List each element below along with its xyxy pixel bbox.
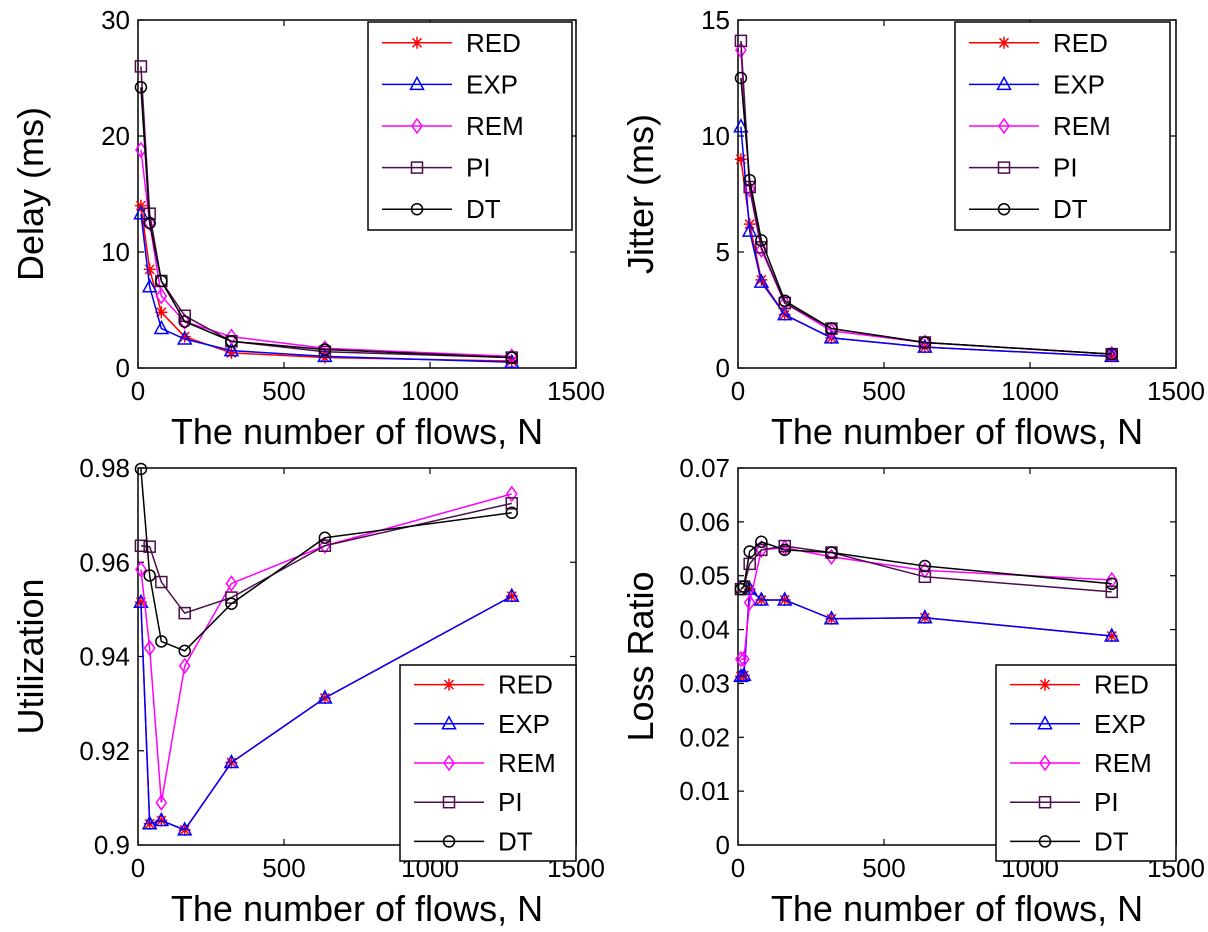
x-tick-label: 500 — [862, 376, 905, 406]
y-tick-label: 0.94 — [79, 642, 130, 672]
data-point-red — [144, 263, 156, 275]
x-tick-label: 1500 — [547, 376, 605, 406]
x-tick-label: 0 — [131, 376, 145, 406]
x-axis-label: The number of flows, N — [171, 888, 543, 929]
legend-label: RED — [1053, 28, 1108, 58]
legend-label: PI — [1094, 787, 1119, 817]
chart-panel-3: 0 500 1000 15000.90.920.940.960.98The numbe… — [10, 453, 605, 929]
legend-label: DT — [498, 826, 533, 856]
legend-label: PI — [498, 787, 523, 817]
chart-panel-1: 0 500 1000 1500 0 10 20 30 The number of flows, … — [10, 5, 605, 452]
legend-marker — [1039, 679, 1051, 691]
x-tick-label: 1000 — [1001, 376, 1059, 406]
y-tick-label: 0 — [716, 830, 730, 860]
legend-label: DT — [1094, 826, 1129, 856]
y-tick-label: 15 — [701, 5, 730, 35]
y-tick-label: 0.96 — [79, 547, 130, 577]
y-tick-label: 10 — [701, 121, 730, 151]
y-tick-label: 0.01 — [679, 776, 730, 806]
x-axis-label: The number of flows, N — [771, 888, 1143, 929]
x-tick-label: 500 — [262, 376, 305, 406]
legend: RED EXP REM PI DT — [996, 665, 1176, 861]
legend-label: DT — [466, 194, 501, 224]
legend-label: REM — [466, 111, 524, 141]
legend-marker — [443, 679, 455, 691]
y-tick-label: 0.02 — [679, 722, 730, 752]
y-tick-label: 0.03 — [679, 668, 730, 698]
legend-marker — [411, 37, 423, 49]
legend-label: REM — [1053, 111, 1111, 141]
legend-label: RED — [1094, 670, 1149, 700]
legend: RED EXP REM PI DT — [368, 22, 572, 230]
legend: RED EXP REM PI DT — [400, 665, 576, 861]
y-tick-label: 0.06 — [679, 507, 730, 537]
y-axis-label: Delay (ms) — [10, 107, 51, 281]
legend-label: RED — [466, 28, 521, 58]
y-axis-label: Utilization — [10, 578, 51, 734]
legend-label: PI — [466, 153, 491, 183]
legend-label: REM — [498, 748, 556, 778]
legend-label: REM — [1094, 748, 1152, 778]
data-point-red — [735, 153, 747, 165]
legend-label: EXP — [1094, 709, 1146, 739]
legend-label: DT — [1053, 194, 1088, 224]
legend-label: EXP — [466, 69, 518, 99]
x-tick-label: 1500 — [1147, 376, 1205, 406]
y-tick-label: 0.98 — [79, 453, 130, 483]
legend-label: PI — [1053, 153, 1078, 183]
chart-panel-2: 0 500 1000 1500 0 5 10 15 The number of flows, N… — [620, 5, 1205, 452]
x-tick-label: 1000 — [401, 376, 459, 406]
legend: RED EXP REM PI DT — [955, 22, 1170, 230]
legend-label: EXP — [1053, 69, 1105, 99]
y-axis-label: Loss Ratio — [620, 571, 661, 741]
x-tick-label: 500 — [862, 853, 905, 883]
y-tick-label: 0.07 — [679, 453, 730, 483]
y-tick-label: 0.92 — [79, 736, 130, 766]
y-tick-label: 0 — [116, 353, 130, 383]
chart-panel-4: 0 500 1000 150000.010.020.030.040.050.060.0… — [620, 453, 1205, 929]
x-tick-label: 0 — [731, 376, 745, 406]
y-tick-label: 0.05 — [679, 561, 730, 591]
x-tick-label: 500 — [262, 853, 305, 883]
x-tick-label: 0 — [131, 853, 145, 883]
y-tick-label: 10 — [101, 237, 130, 267]
legend-label: EXP — [498, 709, 550, 739]
legend-marker — [998, 37, 1010, 49]
y-tick-label: 20 — [101, 121, 130, 151]
y-tick-label: 5 — [716, 237, 730, 267]
y-tick-label: 0.04 — [679, 615, 730, 645]
x-tick-label: 0 — [731, 853, 745, 883]
y-tick-label: 0.9 — [94, 830, 130, 860]
legend-label: RED — [498, 670, 553, 700]
y-tick-label: 0 — [716, 353, 730, 383]
x-axis-label: The number of flows, N — [171, 411, 543, 452]
y-axis-label: Jitter (ms) — [620, 114, 661, 274]
y-tick-label: 30 — [101, 5, 130, 35]
x-axis-label: The number of flows, N — [771, 411, 1143, 452]
